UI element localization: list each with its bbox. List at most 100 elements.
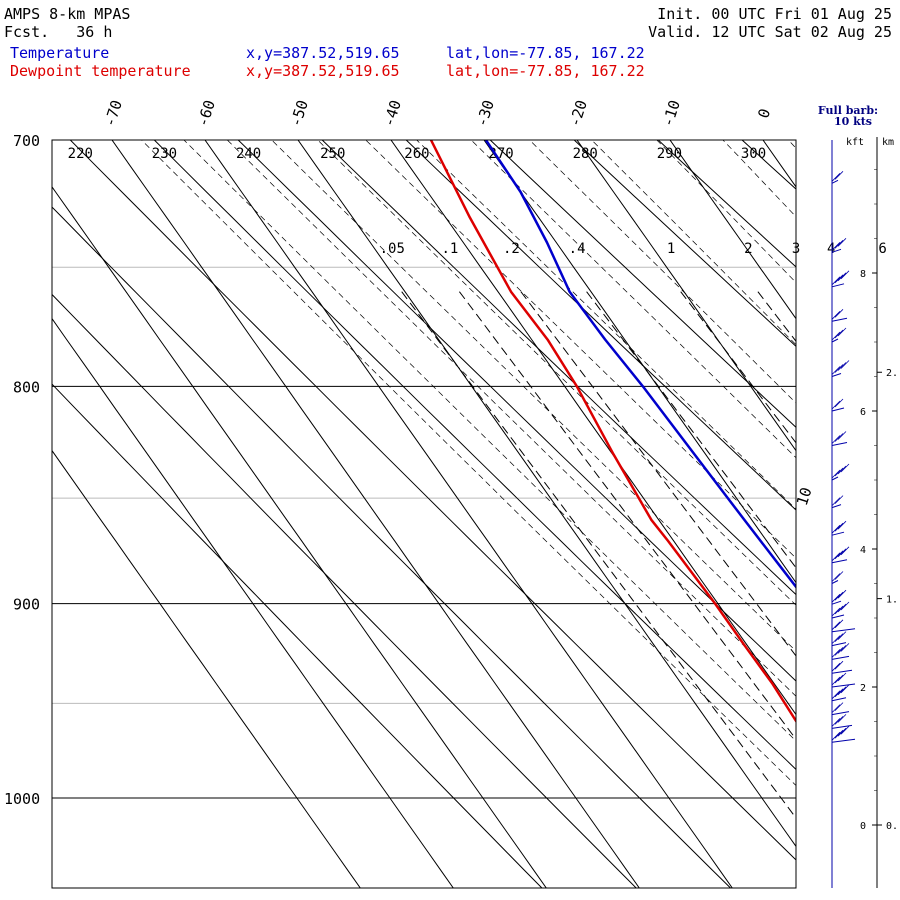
isotherm	[390, 140, 796, 716]
dewpoint-profile	[429, 140, 796, 724]
isotherm-label: -20	[565, 98, 590, 129]
pressure-label: 800	[13, 378, 40, 396]
isotherm	[111, 140, 640, 888]
isotherm-labels: -70 -60 -50 -40 -30 -20 -10 0 10	[100, 98, 815, 508]
dry-adiabat	[52, 206, 732, 888]
isotherm	[483, 140, 796, 584]
pressure-labels: 700 800 900 1000	[4, 132, 40, 808]
dry-adiabat	[657, 140, 796, 268]
legend-temperature: Temperature	[10, 44, 110, 62]
legend-temperature-xy: x,y=387.52,519.65	[246, 44, 400, 62]
moist-adiabat	[591, 140, 796, 346]
wind-barb	[831, 360, 850, 377]
moist-adiabat	[416, 140, 796, 510]
wind-barb-panel: Full barb: 10 kts kft km 8 6 4 2 0 2. 1. 0.	[818, 104, 898, 888]
isotherm	[576, 140, 796, 452]
dry-adiabat	[321, 140, 796, 596]
pressure-label: 900	[13, 596, 40, 614]
pressure-label: 1000	[4, 790, 40, 808]
wind-barb	[831, 702, 850, 716]
dry-adiabat	[405, 140, 796, 511]
dry-adiabat	[52, 293, 637, 888]
mixing-ratio-label: .2	[503, 241, 520, 257]
wind-barb	[831, 546, 850, 564]
theta-label: 220	[68, 146, 93, 162]
km-tick-label: 1.	[886, 595, 898, 606]
dry-adiabat	[69, 140, 796, 861]
plot-frame	[51, 139, 797, 889]
moist-adiabat	[787, 140, 796, 149]
dry-adiabat	[489, 140, 796, 429]
mixing-ratio-line	[757, 291, 796, 343]
wind-barb	[831, 672, 856, 688]
wind-barb	[831, 398, 845, 412]
moist-adiabat	[226, 140, 796, 697]
kft-tick-label: 2	[860, 683, 866, 694]
barb-panel-title: Full barb:	[818, 104, 878, 117]
sounding-profiles	[429, 140, 796, 724]
theta-label: 270	[488, 146, 513, 162]
wind-barb	[831, 327, 847, 343]
mixing-ratio-label: .05	[380, 241, 405, 257]
wind-barb	[831, 171, 844, 184]
isotherm-label: -30	[472, 98, 497, 129]
theta-label: 280	[573, 146, 598, 162]
isotherm	[762, 140, 796, 188]
isotherm	[52, 186, 547, 888]
wind-barb	[831, 684, 850, 702]
isotherm-label: -60	[193, 98, 218, 129]
legend-dewpoint-xy: x,y=387.52,519.65	[246, 62, 400, 80]
moist-adiabat	[656, 140, 796, 284]
wind-barb	[831, 631, 847, 647]
dry-adiabat	[757, 3, 900, 900]
model-title: AMPS 8-km MPAS	[4, 5, 131, 23]
kft-tick-label: 4	[860, 545, 866, 556]
kft-axis-label: kft	[846, 137, 864, 148]
mixing-ratio-line	[401, 291, 796, 819]
moist-adiabat	[317, 140, 796, 606]
dry-adiabat	[675, 3, 900, 900]
mixing-ratio-label: .4	[569, 241, 586, 257]
isotherm	[760, 3, 900, 900]
mixing-ratio-line	[680, 291, 796, 444]
mixing-ratio-label: 1	[667, 241, 675, 257]
legend-temperature-latlon: lat,lon=-77.85, 167.22	[446, 44, 645, 62]
wind-barb	[831, 601, 850, 619]
mixing-ratio-line	[586, 291, 796, 569]
wind-barb	[831, 270, 850, 288]
theta-label: 230	[152, 146, 177, 162]
isotherm-label: -50	[286, 98, 311, 129]
moist-adiabat	[528, 140, 796, 404]
mixing-ratio-label: 2	[744, 241, 752, 257]
kft-tick-label: 0	[860, 821, 866, 832]
wind-barb	[831, 520, 847, 536]
isotherm	[52, 317, 454, 888]
temperature-profile	[484, 140, 796, 589]
isotherm	[52, 449, 361, 888]
dry-adiabat	[573, 140, 796, 347]
moist-adiabat	[767, 0, 900, 900]
isotherm-label: -40	[379, 98, 404, 129]
wind-barb	[831, 725, 856, 743]
wind-barb	[831, 571, 844, 584]
wind-barb	[831, 431, 848, 446]
wind-barb	[831, 589, 847, 605]
wind-barb	[831, 309, 848, 322]
isotherm-label: 0	[754, 106, 774, 120]
thermo-grid-labels: 220 230 240 250 260 270 280 290 300.05.1.2.4 1 2 3 4…	[68, 146, 887, 257]
legend-dewpoint: Dewpoint temperature	[10, 62, 191, 80]
init-time: Init. 00 UTC Fri 01 Aug 25	[657, 5, 892, 23]
mixing-ratio-line	[520, 291, 796, 657]
isotherm	[204, 140, 733, 888]
wind-barb	[831, 643, 850, 660]
forecast-hour: Fcst. 36 h	[4, 23, 113, 41]
moist-adiabat	[183, 140, 796, 742]
theta-label: 250	[320, 146, 345, 162]
moist-adiabat	[365, 140, 796, 559]
wind-barb	[831, 463, 850, 481]
barb-panel-subtitle: 10 kts	[834, 115, 872, 128]
isotherm-label: -70	[100, 98, 125, 129]
